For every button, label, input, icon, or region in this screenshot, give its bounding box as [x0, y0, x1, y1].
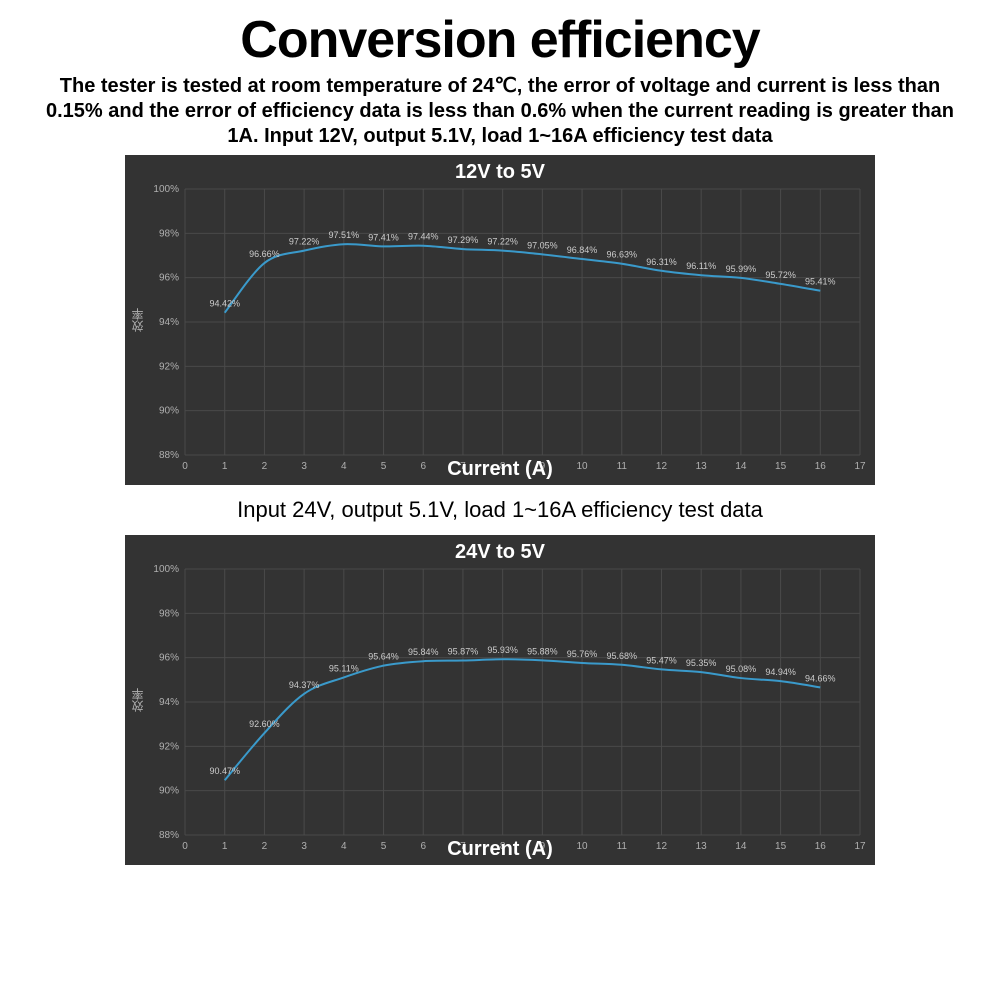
svg-text:95.08%: 95.08%: [726, 664, 757, 674]
svg-text:97.41%: 97.41%: [368, 232, 399, 242]
svg-text:95.35%: 95.35%: [686, 658, 717, 668]
svg-text:96.66%: 96.66%: [249, 249, 280, 259]
chart-24v-block: 0123456789101112131415161788%90%92%94%96…: [125, 535, 875, 865]
svg-text:96.31%: 96.31%: [646, 257, 677, 267]
chart-24v-xlabel: Current (A): [125, 838, 875, 861]
svg-text:94.42%: 94.42%: [209, 299, 240, 309]
svg-text:97.22%: 97.22%: [487, 237, 518, 247]
svg-text:92%: 92%: [159, 361, 179, 372]
svg-text:95.88%: 95.88%: [527, 646, 558, 656]
description-text: The tester is tested at room temperature…: [40, 74, 960, 149]
svg-text:94%: 94%: [159, 317, 179, 328]
svg-text:95.11%: 95.11%: [329, 663, 359, 673]
svg-text:95.87%: 95.87%: [448, 647, 479, 657]
svg-text:96%: 96%: [159, 273, 179, 284]
chart-12v-svg: 0123456789101112131415161788%90%92%94%96…: [125, 155, 875, 485]
chart-12v-title: 12V to 5V: [125, 161, 875, 184]
svg-text:95.93%: 95.93%: [487, 645, 518, 655]
svg-text:94.37%: 94.37%: [289, 680, 320, 690]
chart-24v-svg: 0123456789101112131415161788%90%92%94%96…: [125, 535, 875, 865]
svg-text:94.94%: 94.94%: [765, 667, 796, 677]
svg-text:97.29%: 97.29%: [448, 235, 479, 245]
svg-text:96%: 96%: [159, 653, 179, 664]
main-title: Conversion efficiency: [240, 10, 759, 70]
chart-12v-block: 0123456789101112131415161788%90%92%94%96…: [125, 155, 875, 485]
svg-text:90.47%: 90.47%: [209, 766, 240, 776]
svg-text:95.84%: 95.84%: [408, 647, 439, 657]
chart-24v-ylabel: 效率: [129, 688, 146, 712]
svg-text:92%: 92%: [159, 741, 179, 752]
svg-text:98%: 98%: [159, 228, 179, 239]
svg-text:95.64%: 95.64%: [368, 652, 399, 662]
svg-text:100%: 100%: [153, 184, 179, 195]
chart-12v-ylabel: 效率: [129, 308, 146, 332]
svg-text:95.41%: 95.41%: [805, 277, 836, 287]
svg-text:96.11%: 96.11%: [686, 261, 716, 271]
chart-24v-title: 24V to 5V: [125, 541, 875, 564]
svg-text:96.63%: 96.63%: [606, 250, 637, 260]
page-root: Conversion efficiency The tester is test…: [0, 0, 1000, 1000]
svg-text:90%: 90%: [159, 406, 179, 417]
svg-text:97.44%: 97.44%: [408, 232, 439, 242]
svg-text:98%: 98%: [159, 608, 179, 619]
svg-text:95.47%: 95.47%: [646, 655, 677, 665]
svg-text:97.05%: 97.05%: [527, 240, 558, 250]
chart-12v-xlabel: Current (A): [125, 458, 875, 481]
svg-text:95.76%: 95.76%: [567, 649, 598, 659]
svg-text:95.72%: 95.72%: [765, 270, 796, 280]
svg-text:97.22%: 97.22%: [289, 237, 320, 247]
svg-text:92.60%: 92.60%: [249, 719, 280, 729]
svg-text:90%: 90%: [159, 786, 179, 797]
svg-text:97.51%: 97.51%: [329, 230, 360, 240]
svg-text:100%: 100%: [153, 564, 179, 575]
svg-text:94.66%: 94.66%: [805, 673, 836, 683]
svg-text:94%: 94%: [159, 697, 179, 708]
svg-text:95.68%: 95.68%: [606, 651, 637, 661]
intertitle-text: Input 24V, output 5.1V, load 1~16A effic…: [237, 497, 763, 523]
svg-text:95.99%: 95.99%: [726, 264, 757, 274]
svg-text:96.84%: 96.84%: [567, 245, 598, 255]
